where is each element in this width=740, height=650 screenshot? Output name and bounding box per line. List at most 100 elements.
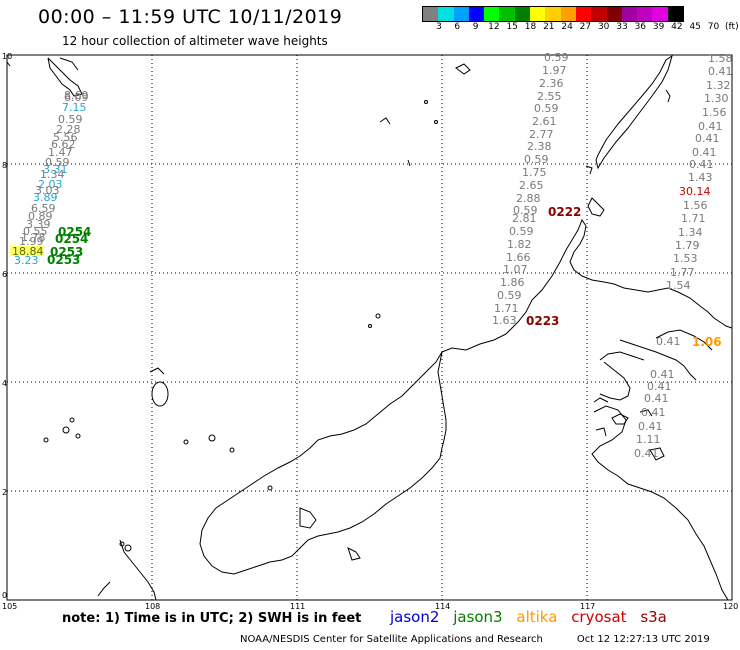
swh-value: 1.63	[492, 314, 517, 327]
swh-value: 1.34	[40, 168, 65, 181]
footer-credit: NOAA/NESDIS Center for Satellite Applica…	[240, 634, 543, 645]
swh-value: 8.69	[64, 89, 89, 102]
swh-value: 1.86	[500, 276, 525, 289]
swh-highlight	[10, 246, 44, 256]
colorbar-swatch	[484, 7, 500, 21]
pass-label: 0254	[58, 225, 91, 239]
natuna-island	[151, 381, 169, 407]
swh-value: 0.55	[23, 225, 48, 238]
colorbar-label: 36	[634, 22, 647, 32]
swh-value: 1.54	[666, 279, 691, 292]
y-axis-labels: 10 8 6 4 2 0	[2, 52, 12, 600]
swh-value: 2.36	[539, 77, 564, 90]
swh-value: 1.07	[503, 263, 528, 276]
palawan-island	[595, 54, 673, 170]
x-tick-label: 117	[580, 602, 595, 611]
swh-value: 2.77	[529, 128, 554, 141]
colorbar-label: (ft)	[725, 22, 739, 32]
swh-value: 18.84	[12, 245, 44, 258]
swh-value: 0.59	[509, 225, 534, 238]
x-tick-label: 108	[145, 602, 160, 611]
swh-value: 1.97	[542, 64, 567, 77]
colorbar-label: 18	[524, 22, 537, 32]
page-title: 00:00 – 11:59 UTC 10/11/2019	[38, 6, 343, 28]
swh-value: 1.77	[670, 266, 695, 279]
footnote: note: 1) Time is in UTC; 2) SWH is in fe…	[62, 611, 362, 626]
colorbar-label: 70	[707, 22, 720, 32]
sumatra-coast	[119, 539, 157, 601]
swh-value: 0.59	[534, 102, 559, 115]
colorbar-label: 6	[454, 22, 461, 32]
swh-value: 1.34	[678, 226, 703, 239]
swh-value: 3.89	[33, 191, 58, 204]
wave-height-colorbar	[422, 6, 685, 22]
swh-value: 0.41	[634, 447, 659, 460]
pass-labels: 0254 0254 0253 0253 0222 0223 1.06	[47, 205, 722, 349]
colorbar-label: 39	[652, 22, 665, 32]
colorbar-label: 30	[597, 22, 610, 32]
swh-value: 1.78	[21, 231, 46, 244]
swh-value: 6.62	[51, 138, 76, 151]
legend-jason3: jason3	[453, 608, 503, 626]
borneo-north-coast	[441, 218, 733, 353]
swh-value: 0.41	[647, 380, 672, 393]
swh-value: 0.59	[544, 51, 569, 64]
borneo-west-coast	[199, 351, 443, 575]
colorbar-swatch	[453, 7, 469, 21]
colorbar-label: 45	[689, 22, 701, 32]
swh-value: 3.03	[35, 184, 60, 197]
swh-value: 1.58	[708, 52, 733, 65]
swh-value: 0.41	[638, 420, 663, 433]
colorbar-swatch	[606, 7, 622, 21]
swh-value: 6.59	[31, 202, 56, 215]
swh-value: 1.75	[522, 166, 547, 179]
x-tick-label: 114	[435, 602, 450, 611]
swh-value: 2.38	[527, 140, 552, 153]
swh-value: 1.43	[688, 171, 713, 184]
colorbar-swatch	[530, 7, 546, 21]
swh-value: 0.41	[689, 158, 714, 171]
swh-value: 1.71	[681, 212, 706, 225]
swh-value: 0.59	[58, 113, 83, 126]
swh-value: 1.30	[704, 92, 729, 105]
grid-lines	[7, 55, 732, 600]
colorbar-labels: 3 6 9 12 15 18 21 24 27 30 33 36 39 42 45 70 (ft)	[422, 22, 740, 34]
swh-value: 1.82	[507, 238, 532, 251]
swh-value: 0.41	[644, 392, 669, 405]
swh-value: 1.66	[506, 251, 531, 264]
y-tick-label: 10	[2, 52, 12, 61]
sulawesi-coast	[591, 405, 729, 601]
pass-label-cryosat: 0223	[526, 314, 559, 328]
swh-value: 3.39	[26, 218, 51, 231]
x-axis-labels: 105 108 111 114 117 120	[2, 602, 738, 611]
legend-altika: altika	[516, 608, 558, 626]
swh-value: 0.59	[524, 153, 549, 166]
colorbar-swatch	[423, 7, 439, 21]
colorbar-swatch	[575, 7, 592, 21]
obs-right-column: 1.58 0.41 1.32 1.30 1.56 0.41 0.41 0.41 …	[666, 52, 733, 292]
malay-peninsula	[47, 57, 83, 97]
swh-value: 0.41	[695, 132, 720, 145]
colorbar-label: 42	[671, 22, 683, 32]
colorbar-swatch	[637, 7, 653, 21]
swh-value: 2.55	[537, 90, 562, 103]
x-tick-label: 105	[2, 602, 17, 611]
swh-value: 2.88	[516, 192, 541, 205]
pass-label-altika: 1.06	[692, 335, 722, 349]
footer: NOAA/NESDIS Center for Satellite Applica…	[240, 634, 710, 645]
swh-value: 0.41	[650, 368, 675, 381]
colorbar-swatch	[591, 7, 607, 21]
swh-value: 1.47	[48, 146, 73, 159]
swh-value: 0.59	[513, 204, 538, 217]
obs-left-track: 8.69 6.09 7.15 0.59 2.28 5.56 6.62 1.47 …	[10, 89, 89, 267]
swh-value: 3.23	[14, 254, 39, 267]
swh-value: 2.28	[56, 123, 81, 136]
swh-value: 2.61	[532, 115, 557, 128]
colorbar-swatch	[560, 7, 576, 21]
swh-value: 0.41	[641, 406, 666, 419]
swh-value: 1.56	[702, 106, 727, 119]
colorbar-swatch	[652, 7, 668, 21]
page-subtitle: 12 hour collection of altimeter wave hei…	[62, 34, 328, 48]
swh-value: 0.59	[497, 289, 522, 302]
